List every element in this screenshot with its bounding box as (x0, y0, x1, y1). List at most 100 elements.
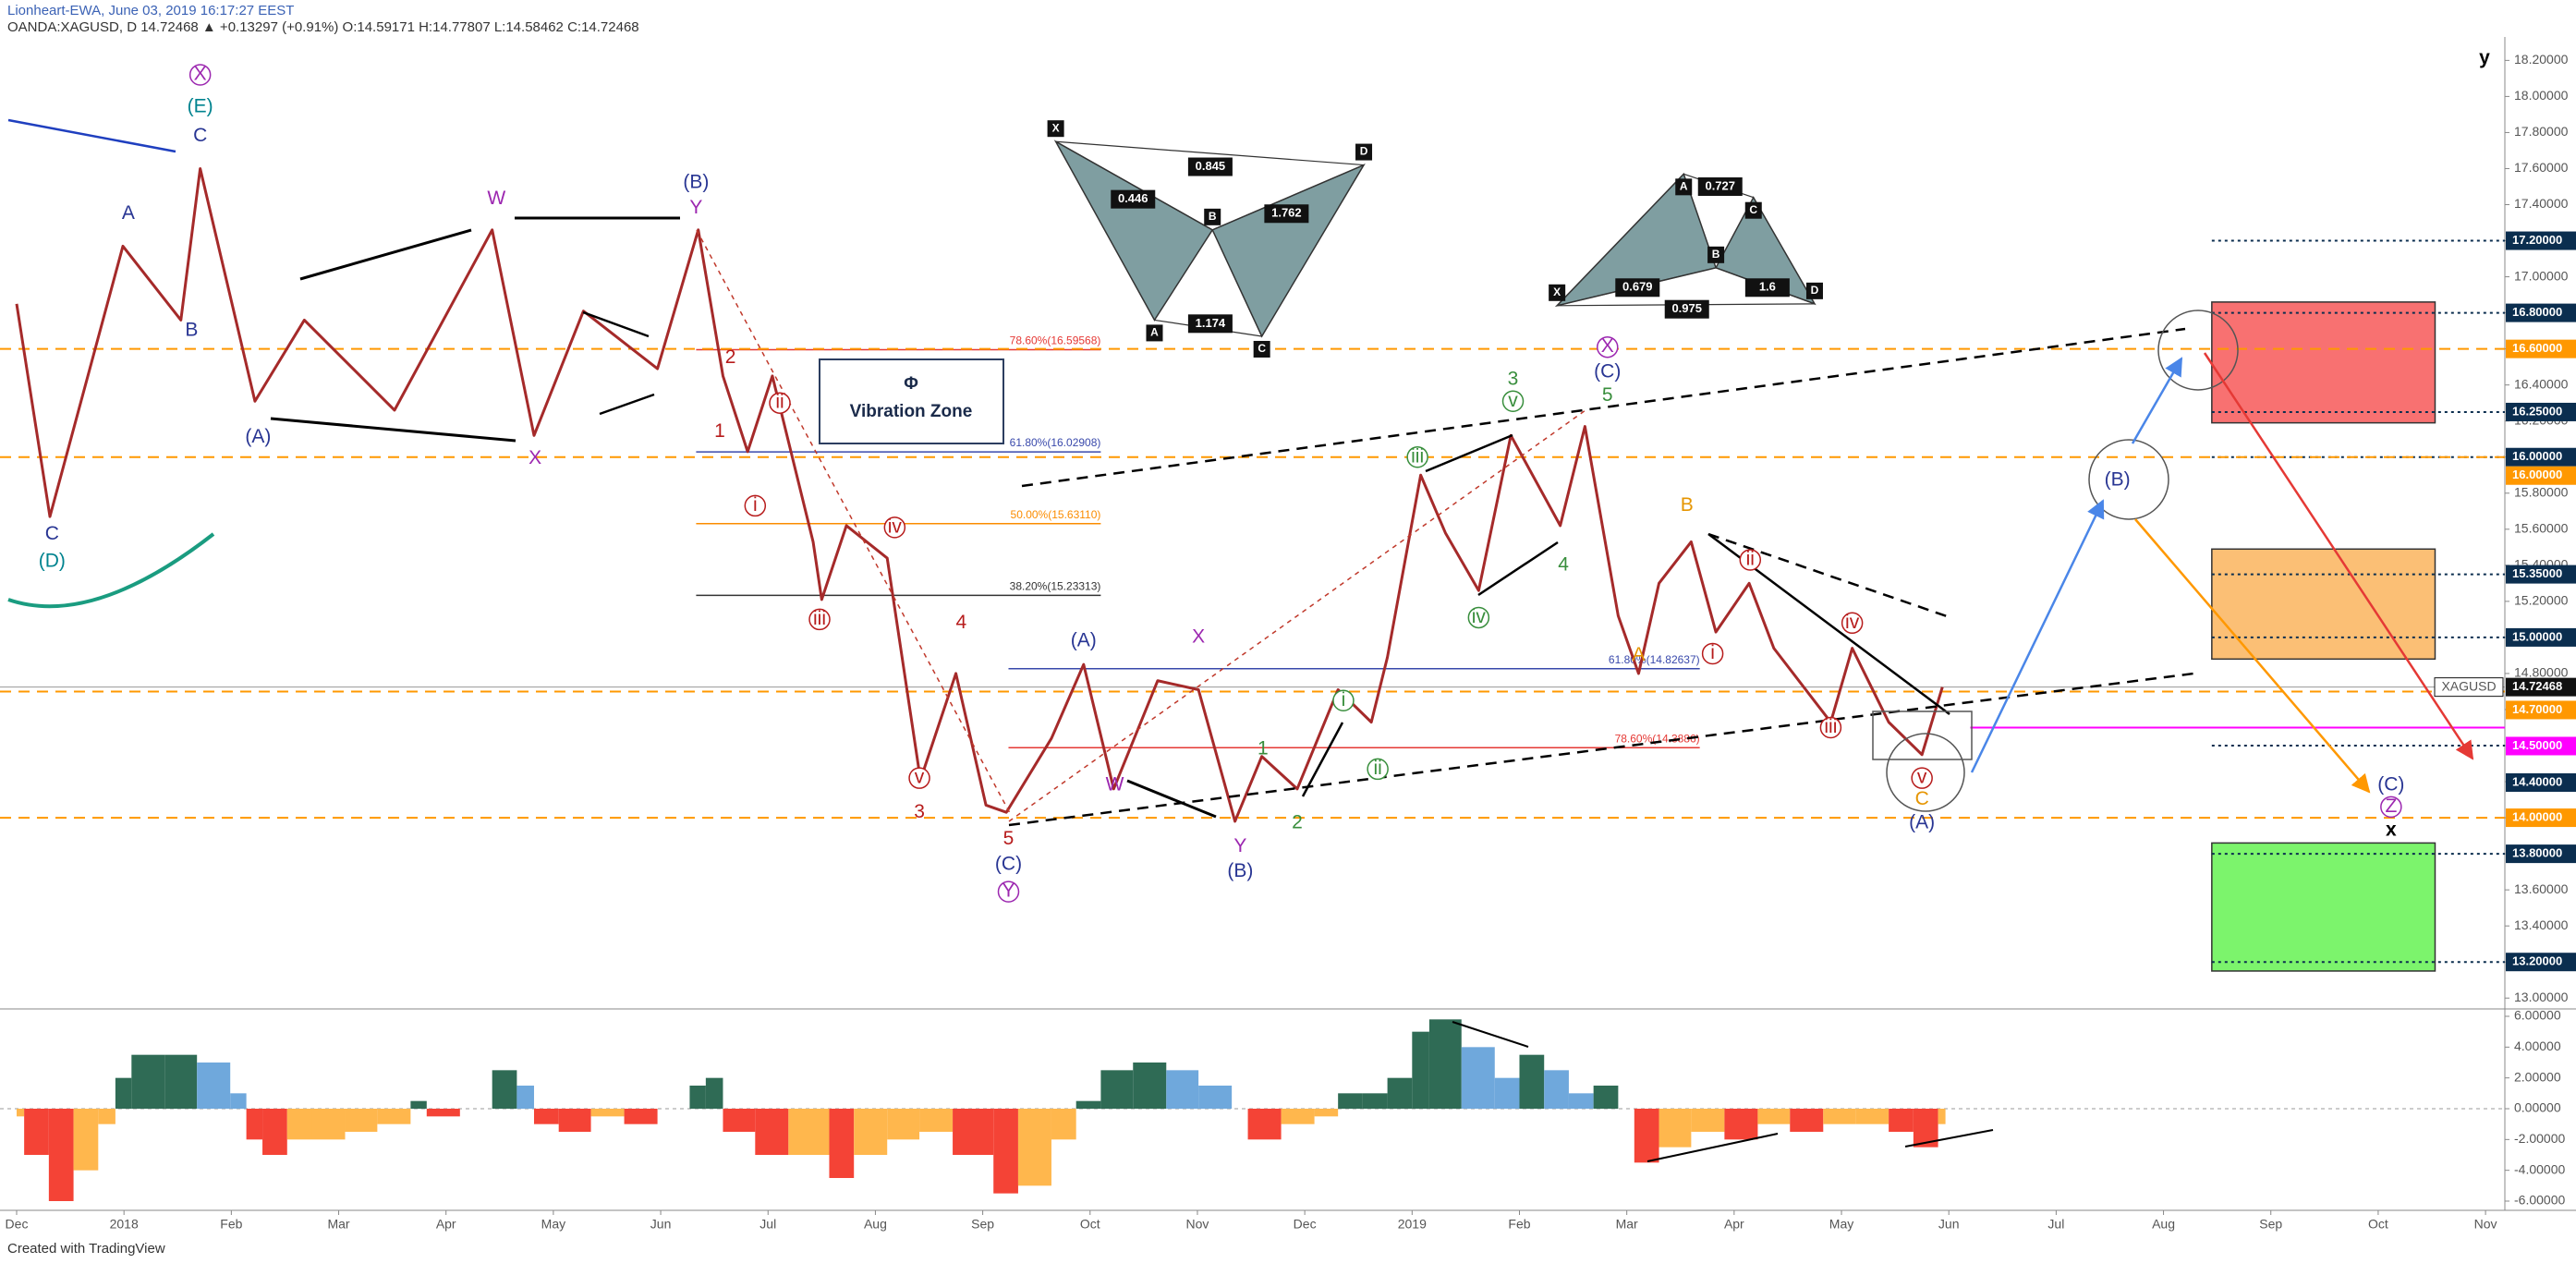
target-zone (2211, 842, 2436, 972)
harmonic-ratio-line (1055, 140, 1213, 231)
osc-bar (689, 1086, 706, 1109)
osc-bar (492, 1070, 517, 1109)
osc-bar (624, 1109, 658, 1124)
osc-bar (953, 1109, 994, 1155)
price-tag-label: 14.50000 (2512, 738, 2562, 752)
wave-label: X (1601, 335, 1614, 357)
wave-label: C (1915, 788, 1929, 809)
wave-label: (C) (995, 853, 1022, 874)
harmonic-ratio (1111, 189, 1156, 209)
osc-bar (377, 1109, 411, 1124)
x-tick-label: Feb (1508, 1217, 1530, 1232)
harmonic-point-label: D (1811, 284, 1819, 297)
price-line (15, 166, 1944, 823)
price-tag (2506, 808, 2576, 828)
price-tag (2506, 700, 2576, 720)
osc-bar (48, 1109, 74, 1201)
x-tick-label: Dec (1294, 1217, 1317, 1232)
osc-bar (1568, 1093, 1594, 1109)
x-tick-label: Oct (1080, 1217, 1100, 1232)
connector (696, 229, 1011, 814)
osc-bar (286, 1109, 312, 1140)
wave-label: B (1681, 494, 1694, 516)
y-tick-label: 15.20000 (2514, 593, 2569, 608)
last-price-label: 14.72468 (2512, 679, 2562, 693)
harmonic-point-label: C (1258, 342, 1266, 355)
osc-bar (1757, 1109, 1791, 1124)
x-tick-label: Dec (6, 1217, 29, 1232)
osc-bar (17, 1109, 25, 1117)
price-tag (2506, 773, 2576, 793)
vibration-zone-label: Vibration Zone (850, 402, 973, 421)
wave-label: iv (888, 516, 903, 537)
wave-label: B (185, 320, 198, 341)
osc-bar (533, 1109, 559, 1124)
osc-bar (164, 1054, 198, 1109)
osc-bar (1823, 1109, 1856, 1124)
osc-bar (246, 1109, 263, 1140)
osc-tick-label: 4.00000 (2514, 1038, 2561, 1053)
target-circle (2157, 310, 2239, 391)
price-tag (2506, 466, 2576, 485)
osc-bar (98, 1109, 115, 1124)
osc-bar (1519, 1054, 1545, 1109)
vibration-zone-box (819, 358, 1004, 444)
wave-circle (1597, 335, 1619, 358)
wave-label: X (194, 64, 207, 85)
wave-label: 1 (1258, 737, 1269, 759)
harmonic-ratio-label: 0.975 (1671, 301, 1702, 315)
harmonic-ratio-label: 0.679 (1622, 280, 1653, 294)
osc-bar (1544, 1070, 1569, 1109)
arrow (2131, 357, 2183, 444)
x-tick-label: Jul (2047, 1217, 2064, 1232)
osc-bar (1593, 1086, 1619, 1109)
wave-label: (B) (2105, 469, 2131, 491)
background-layer: 18.20000 18.00000 17.80000 17.60000 17.40000… (0, 37, 2576, 1232)
wave-label: 4 (956, 612, 967, 633)
wave-label: 5 (1003, 828, 1015, 849)
wave-label: A (122, 202, 135, 224)
osc-bar (1855, 1109, 1889, 1124)
osc-bar (262, 1109, 287, 1155)
harmonic-point (1355, 143, 1373, 161)
price-tag-label: 13.80000 (2512, 846, 2562, 860)
wave-label: W (1106, 773, 1124, 795)
symbol-line: OANDA:XAGUSD, D 14.72468 ▲ +0.13297 (+0.… (7, 19, 639, 35)
osc-bar (723, 1109, 756, 1132)
wave-label: Z (2385, 795, 2397, 817)
osc-bar (590, 1109, 625, 1117)
divergence-line (1452, 1021, 1529, 1048)
osc-bar (410, 1100, 427, 1109)
harmonic-point (1204, 208, 1221, 225)
osc-tick-label: 0.00000 (2514, 1100, 2561, 1115)
osc-bar (705, 1077, 723, 1109)
y-tick-label: 17.00000 (2514, 268, 2569, 283)
harmonic-ratio (1664, 299, 1709, 319)
wave-label: y (2479, 47, 2490, 68)
osc-bar (197, 1063, 231, 1109)
price-tag (2506, 447, 2576, 467)
harmonic-ratio (1187, 157, 1233, 176)
x-tick-label: Jul (759, 1217, 776, 1232)
wave-label: 3 (914, 801, 925, 822)
harmonic-point-label: C (1749, 203, 1757, 216)
channel-line (1008, 672, 2194, 827)
harmonic-ratio-label: 0.845 (1196, 159, 1226, 173)
wave-circle (1367, 758, 1389, 781)
osc-tick-label: 2.00000 (2514, 1069, 2561, 1084)
harmonic-point (1805, 282, 1823, 299)
symbol-tag-label: XAGUSD (2441, 678, 2496, 693)
osc-bar (1494, 1077, 1520, 1109)
osc-bar (1724, 1109, 1758, 1140)
osc-bar (1338, 1093, 1363, 1109)
osc-bar (24, 1109, 49, 1155)
fib-label: 78.60%(14.3886) (1615, 732, 1700, 745)
wave-circle (1819, 716, 1842, 739)
x-tick-label: 2019 (1398, 1217, 1427, 1232)
price-tag-label: 16.00000 (2512, 449, 2562, 463)
price-tag (2506, 953, 2576, 972)
y-tick-label: 16.40000 (2514, 376, 2569, 391)
x-tick-label: Jun (1938, 1217, 1960, 1232)
wave-label: X (529, 447, 541, 468)
fib-label: 61.80%(16.02908) (1010, 436, 1101, 449)
